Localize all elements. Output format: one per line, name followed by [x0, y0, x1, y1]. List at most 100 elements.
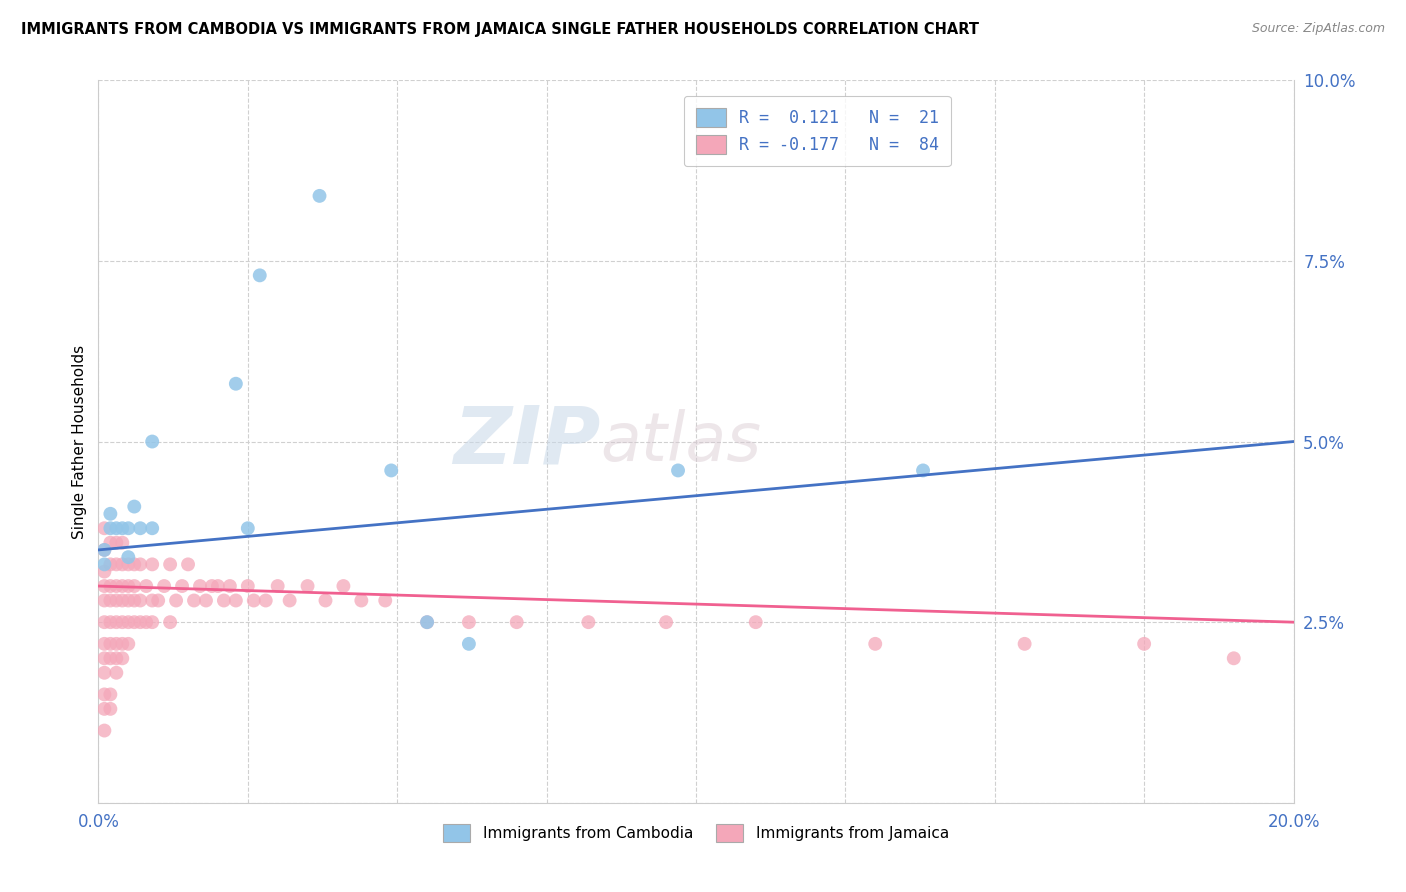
Point	[278, 593, 301, 607]
Point	[135, 615, 157, 630]
Point	[117, 550, 139, 565]
Point	[458, 615, 481, 630]
Point	[98, 651, 122, 665]
Point	[380, 463, 402, 477]
Point	[93, 702, 115, 716]
Point	[159, 615, 181, 630]
Point	[207, 579, 229, 593]
Point	[93, 665, 115, 680]
Point	[506, 615, 529, 630]
Point	[129, 558, 152, 572]
Point	[249, 268, 271, 283]
Point	[117, 558, 139, 572]
Text: Source: ZipAtlas.com: Source: ZipAtlas.com	[1251, 22, 1385, 36]
Point	[578, 615, 600, 630]
Point	[188, 579, 211, 593]
Point	[141, 615, 163, 630]
Legend: Immigrants from Cambodia, Immigrants from Jamaica: Immigrants from Cambodia, Immigrants fro…	[436, 816, 956, 849]
Point	[212, 593, 235, 607]
Point	[124, 579, 146, 593]
Point	[243, 593, 266, 607]
Point	[129, 615, 152, 630]
Point	[308, 189, 330, 203]
Point	[111, 521, 134, 535]
Point	[655, 615, 678, 630]
Point	[129, 521, 152, 535]
Point	[267, 579, 290, 593]
Point	[111, 593, 134, 607]
Point	[416, 615, 439, 630]
Point	[124, 615, 146, 630]
Point	[98, 637, 122, 651]
Point	[98, 702, 122, 716]
Point	[93, 542, 115, 557]
Point	[117, 593, 139, 607]
Point	[93, 558, 115, 572]
Point	[98, 593, 122, 607]
Point	[141, 593, 163, 607]
Point	[177, 558, 200, 572]
Point	[105, 579, 128, 593]
Point	[219, 579, 242, 593]
Point	[117, 521, 139, 535]
Point	[124, 500, 146, 514]
Point	[458, 637, 481, 651]
Point	[105, 615, 128, 630]
Point	[93, 687, 115, 701]
Text: ZIP: ZIP	[453, 402, 600, 481]
Point	[93, 723, 115, 738]
Point	[666, 463, 689, 477]
Point	[153, 579, 176, 593]
Point	[183, 593, 205, 607]
Point	[172, 579, 194, 593]
Point	[332, 579, 354, 593]
Point	[93, 593, 115, 607]
Point	[93, 637, 115, 651]
Point	[315, 593, 337, 607]
Point	[745, 615, 768, 630]
Point	[225, 593, 247, 607]
Point	[105, 521, 128, 535]
Point	[93, 521, 115, 535]
Point	[111, 615, 134, 630]
Y-axis label: Single Father Households: Single Father Households	[72, 344, 87, 539]
Point	[236, 579, 259, 593]
Point	[124, 593, 146, 607]
Point	[105, 651, 128, 665]
Point	[254, 593, 277, 607]
Point	[93, 651, 115, 665]
Point	[105, 535, 128, 549]
Point	[93, 579, 115, 593]
Point	[93, 565, 115, 579]
Point	[1223, 651, 1246, 665]
Point	[297, 579, 319, 593]
Point	[135, 579, 157, 593]
Point	[98, 507, 122, 521]
Point	[141, 434, 163, 449]
Point	[105, 558, 128, 572]
Point	[117, 637, 139, 651]
Point	[236, 521, 259, 535]
Point	[865, 637, 887, 651]
Point	[98, 615, 122, 630]
Point	[93, 615, 115, 630]
Point	[1133, 637, 1156, 651]
Point	[912, 463, 935, 477]
Point	[201, 579, 224, 593]
Point	[111, 651, 134, 665]
Point	[165, 593, 187, 607]
Point	[117, 579, 139, 593]
Point	[98, 558, 122, 572]
Point	[93, 542, 115, 557]
Point	[98, 687, 122, 701]
Point	[105, 637, 128, 651]
Point	[141, 558, 163, 572]
Point	[117, 615, 139, 630]
Point	[148, 593, 170, 607]
Text: atlas: atlas	[600, 409, 762, 475]
Point	[105, 593, 128, 607]
Point	[111, 535, 134, 549]
Point	[1014, 637, 1036, 651]
Point	[111, 637, 134, 651]
Point	[111, 558, 134, 572]
